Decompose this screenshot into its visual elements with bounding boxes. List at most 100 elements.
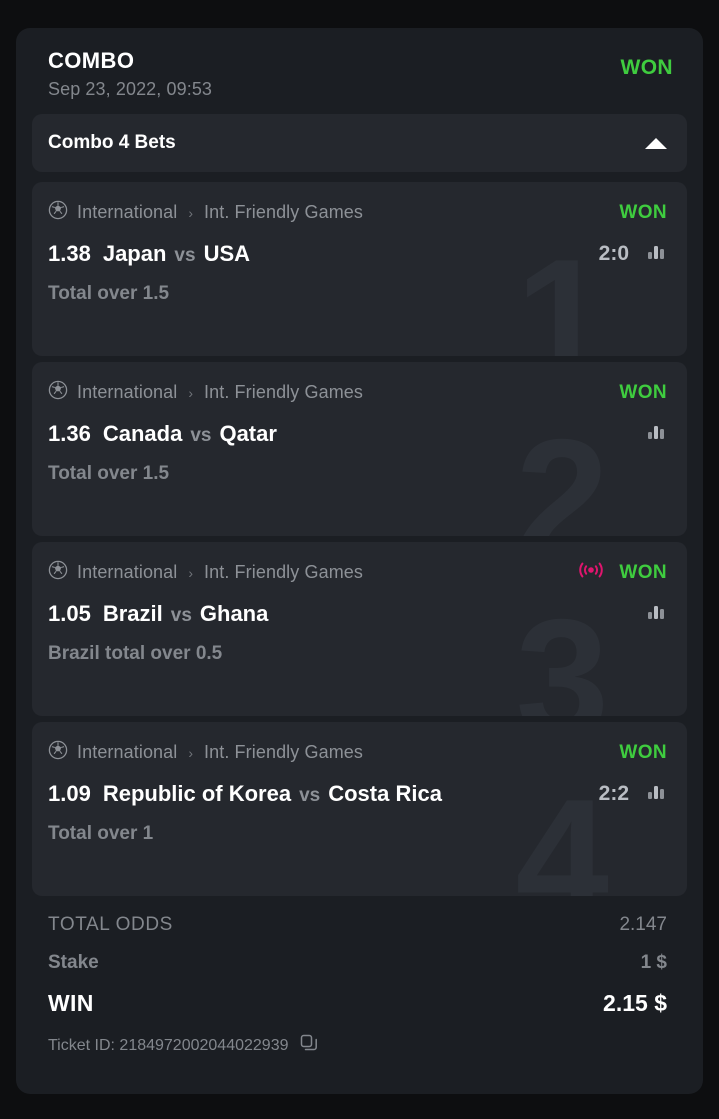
ticket-status-badge: WON bbox=[620, 56, 673, 79]
away-team: USA bbox=[203, 241, 251, 266]
bet-country: International bbox=[77, 382, 178, 402]
bet-row[interactable]: 2 International › Int. Friendly Games WO… bbox=[32, 362, 687, 536]
vs-label: vs bbox=[174, 245, 196, 266]
win-row: WIN 2.15 $ bbox=[48, 990, 667, 1017]
bar-chart-icon[interactable] bbox=[645, 782, 667, 807]
win-label: WIN bbox=[48, 990, 94, 1016]
away-team: Ghana bbox=[199, 601, 269, 626]
away-team: Costa Rica bbox=[328, 781, 442, 806]
bet-league-line: International › Int. Friendly Games WON bbox=[48, 200, 667, 225]
bet-match-right bbox=[629, 422, 667, 447]
home-team: Canada bbox=[102, 421, 183, 446]
bet-match-right: 2:2 bbox=[599, 782, 667, 807]
bet-match-left: 1.38 Japan vs USA bbox=[48, 241, 250, 267]
bet-teams: Republic of Korea vs Costa Rica bbox=[103, 781, 442, 807]
breadcrumb-separator-icon: › bbox=[188, 204, 194, 221]
bet-teams: Japan vs USA bbox=[103, 241, 250, 267]
vs-label: vs bbox=[170, 605, 192, 626]
stake-row: Stake 1 $ bbox=[48, 952, 667, 974]
combo-collapse-bar[interactable]: Combo 4 Bets bbox=[32, 114, 687, 172]
bet-league-line: International › Int. Friendly Games WON bbox=[48, 740, 667, 765]
bet-league: Int. Friendly Games bbox=[204, 202, 363, 222]
bet-league: Int. Friendly Games bbox=[204, 562, 363, 582]
bet-market: Total over 1.5 bbox=[48, 463, 170, 484]
bet-league-left: International › Int. Friendly Games bbox=[48, 380, 363, 405]
bet-row[interactable]: 1 International › Int. Friendly Games WO… bbox=[32, 182, 687, 356]
triangle-up-icon[interactable] bbox=[645, 137, 667, 149]
soccer-ball-icon bbox=[48, 560, 68, 585]
bet-list: 1 International › Int. Friendly Games WO… bbox=[32, 182, 687, 896]
soccer-ball-icon bbox=[48, 740, 68, 765]
total-odds-value: 2.147 bbox=[619, 914, 667, 935]
ticket-header-left: COMBO Sep 23, 2022, 09:53 bbox=[48, 48, 212, 100]
bet-league-left: International › Int. Friendly Games bbox=[48, 740, 363, 765]
total-odds-row: TOTAL ODDS 2.147 bbox=[48, 914, 667, 936]
soccer-ball-icon bbox=[48, 200, 68, 225]
bet-league-right: WON bbox=[619, 202, 667, 224]
bet-market: Total over 1 bbox=[48, 823, 154, 844]
bet-match-right bbox=[629, 602, 667, 627]
bet-row[interactable]: 3 International › Int. Friendly Games WO… bbox=[32, 542, 687, 716]
bet-status-badge: WON bbox=[619, 741, 667, 763]
bet-league-line: International › Int. Friendly Games WON bbox=[48, 560, 667, 585]
bet-league-right: WON bbox=[619, 382, 667, 404]
combo-bar-label: Combo 4 Bets bbox=[48, 132, 176, 153]
bet-teams: Brazil vs Ghana bbox=[103, 601, 269, 627]
breadcrumb-separator-icon: › bbox=[188, 744, 194, 761]
bet-country: International bbox=[77, 742, 178, 762]
bet-league: Int. Friendly Games bbox=[204, 742, 363, 762]
bet-country: International bbox=[77, 202, 178, 222]
bet-league-line: International › Int. Friendly Games WON bbox=[48, 380, 667, 405]
bet-teams: Canada vs Qatar bbox=[103, 421, 277, 447]
bet-country: International bbox=[77, 562, 178, 582]
bet-score: 2:0 bbox=[598, 242, 629, 265]
bet-match-line: 1.05 Brazil vs Ghana bbox=[48, 601, 667, 627]
bet-odds: 1.05 bbox=[48, 601, 91, 626]
bet-league: Int. Friendly Games bbox=[204, 382, 363, 402]
bet-score: 2:2 bbox=[598, 782, 629, 805]
bet-odds: 1.36 bbox=[48, 421, 91, 446]
bet-status-badge: WON bbox=[619, 381, 667, 403]
bar-chart-icon[interactable] bbox=[645, 242, 667, 267]
vs-label: vs bbox=[190, 425, 212, 446]
ticket-id-row: Ticket ID: 2184972002044022939 bbox=[48, 1033, 667, 1058]
soccer-ball-icon bbox=[48, 380, 68, 405]
copy-icon[interactable] bbox=[299, 1033, 319, 1058]
bet-match-left: 1.09 Republic of Korea vs Costa Rica bbox=[48, 781, 442, 807]
bar-chart-icon[interactable] bbox=[645, 422, 667, 447]
total-odds-label: TOTAL ODDS bbox=[48, 914, 173, 935]
bet-market: Total over 1.5 bbox=[48, 283, 170, 304]
breadcrumb-separator-icon: › bbox=[188, 564, 194, 581]
bet-row[interactable]: 4 International › Int. Friendly Games WO… bbox=[32, 722, 687, 896]
stake-label: Stake bbox=[48, 952, 99, 973]
ticket-id-text: Ticket ID: 2184972002044022939 bbox=[48, 1036, 289, 1054]
bet-league-right: WON bbox=[575, 560, 667, 585]
bet-odds: 1.38 bbox=[48, 241, 91, 266]
bet-match-line: 1.36 Canada vs Qatar bbox=[48, 421, 667, 447]
ticket-type: COMBO bbox=[48, 48, 135, 73]
bet-market: Brazil total over 0.5 bbox=[48, 643, 223, 664]
bet-league-right: WON bbox=[619, 742, 667, 764]
breadcrumb-separator-icon: › bbox=[188, 384, 194, 401]
ticket-date: Sep 23, 2022, 09:53 bbox=[48, 79, 213, 99]
bet-odds: 1.09 bbox=[48, 781, 91, 806]
bet-league-left: International › Int. Friendly Games bbox=[48, 560, 363, 585]
ticket-header: COMBO Sep 23, 2022, 09:53 WON bbox=[32, 28, 687, 114]
bar-chart-icon[interactable] bbox=[645, 602, 667, 627]
home-team: Japan bbox=[102, 241, 167, 266]
bet-match-line: 1.38 Japan vs USA 2:0 bbox=[48, 241, 667, 267]
ticket-footer: TOTAL ODDS 2.147 Stake 1 $ WIN 2.15 $ Ti… bbox=[32, 896, 687, 1058]
away-team: Qatar bbox=[219, 421, 277, 446]
bet-match-line: 1.09 Republic of Korea vs Costa Rica 2:2 bbox=[48, 781, 667, 807]
bet-league-left: International › Int. Friendly Games bbox=[48, 200, 363, 225]
home-team: Brazil bbox=[102, 601, 163, 626]
vs-label: vs bbox=[299, 785, 321, 806]
win-value: 2.15 $ bbox=[603, 990, 667, 1016]
bet-match-left: 1.36 Canada vs Qatar bbox=[48, 421, 277, 447]
bet-match-left: 1.05 Brazil vs Ghana bbox=[48, 601, 268, 627]
bet-status-badge: WON bbox=[619, 561, 667, 583]
home-team: Republic of Korea bbox=[102, 781, 292, 806]
bet-match-right: 2:0 bbox=[599, 242, 667, 267]
bet-ticket-card: COMBO Sep 23, 2022, 09:53 WON Combo 4 Be… bbox=[16, 28, 703, 1094]
bet-status-badge: WON bbox=[619, 201, 667, 223]
